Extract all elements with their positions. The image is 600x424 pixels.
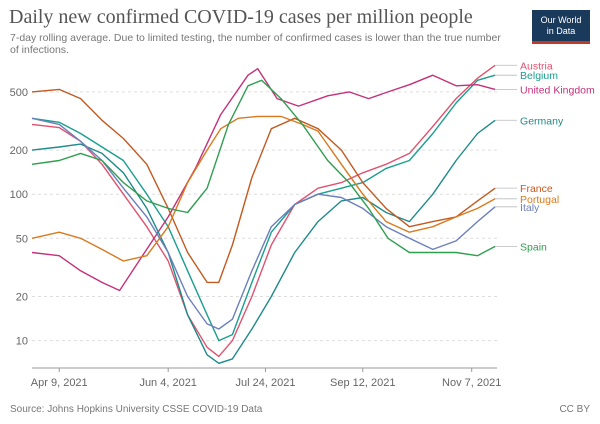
chart-title: Daily new confirmed COVID-19 cases per m… xyxy=(9,6,473,28)
series-line-italy[interactable] xyxy=(31,117,496,330)
x-axis: Apr 9, 2021 Jun 4, 2021 Jul 24, 2021 Sep 12… xyxy=(31,367,501,389)
legend-entry-united-kingdom[interactable]: United Kingdom xyxy=(520,84,595,96)
legend-entry-spain[interactable]: Spain xyxy=(520,241,547,253)
series-line-austria[interactable] xyxy=(31,64,496,358)
series-lines xyxy=(31,64,496,364)
x-tick-label: Nov 7, 2021 xyxy=(442,377,501,389)
y-tick-label: 20 xyxy=(16,292,28,304)
y-tick-label: 500 xyxy=(10,87,28,99)
series-line-spain[interactable] xyxy=(31,79,496,257)
series-line-portugal[interactable] xyxy=(31,115,496,262)
y-axis: 10 20 50 100 200 500 xyxy=(10,87,28,348)
logo-line-1: Our World xyxy=(540,14,582,25)
legend-entry-austria[interactable]: Austria xyxy=(520,60,553,72)
logo-line-2: in Data xyxy=(546,25,576,36)
series-line-united-kingdom[interactable] xyxy=(31,68,496,292)
x-tick-label: Jul 24, 2021 xyxy=(236,377,296,389)
source-note: Source: Johns Hopkins University CSSE CO… xyxy=(10,404,263,415)
x-tick-label: Apr 9, 2021 xyxy=(31,377,88,389)
legend-entry-italy[interactable]: Italy xyxy=(520,202,540,214)
y-tick-label: 100 xyxy=(10,189,28,201)
legend-entry-france[interactable]: France xyxy=(520,183,553,195)
license-link[interactable]: CC BY xyxy=(559,404,590,415)
x-tick-label: Jun 4, 2021 xyxy=(139,377,197,389)
legend-entry-germany[interactable]: Germany xyxy=(520,115,564,127)
legend-entry-portugal[interactable]: Portugal xyxy=(520,194,559,206)
chart-subtitle: 7-day rolling average. Due to limited te… xyxy=(10,32,501,56)
y-tick-label: 200 xyxy=(10,145,28,157)
series-line-germany[interactable] xyxy=(31,119,496,364)
legend-entry-belgium[interactable]: Belgium xyxy=(520,70,558,82)
x-tick-label: Sep 12, 2021 xyxy=(330,377,395,389)
y-tick-label: 10 xyxy=(16,336,28,348)
series-line-france[interactable] xyxy=(31,88,496,284)
series-line-belgium[interactable] xyxy=(31,74,496,342)
grid-lines xyxy=(32,91,497,342)
owid-logo[interactable]: Our World in Data xyxy=(532,10,590,44)
y-tick-label: 50 xyxy=(16,233,28,245)
